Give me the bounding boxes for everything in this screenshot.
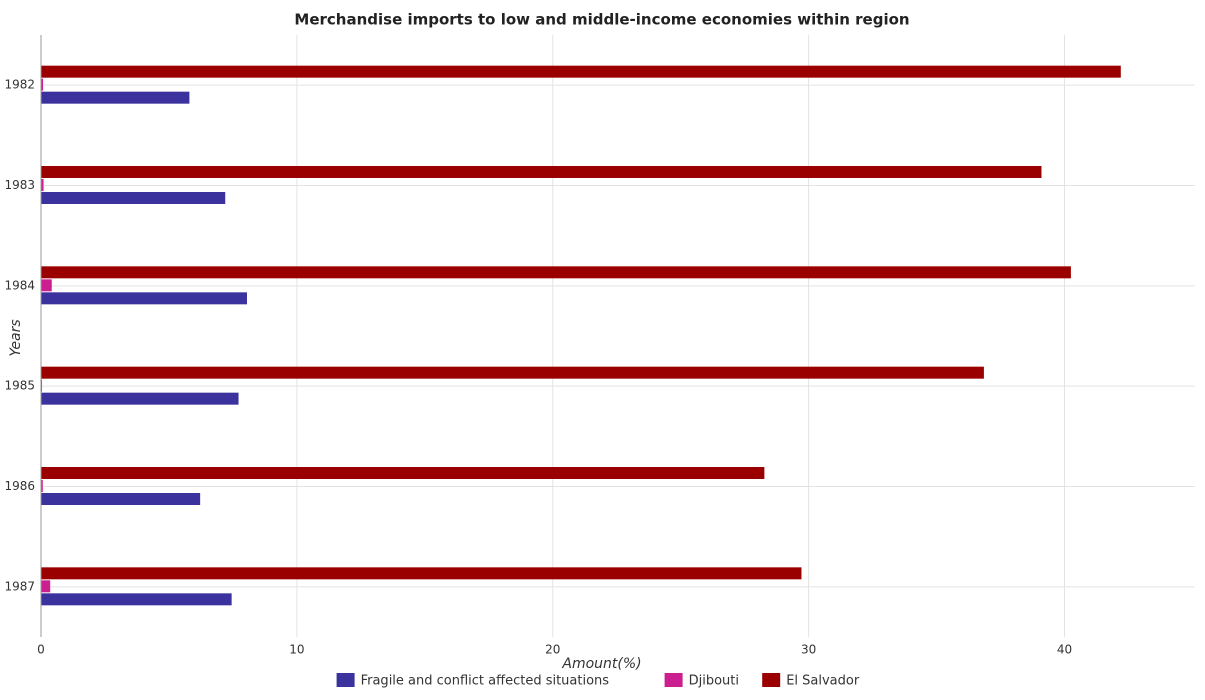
y-axis-label: Years <box>8 319 24 356</box>
bar <box>41 78 44 91</box>
bar <box>41 366 984 379</box>
bar <box>41 567 802 580</box>
bar <box>41 279 52 292</box>
bar <box>41 467 765 479</box>
bar <box>41 179 44 191</box>
y-tick-label: 1984 <box>4 278 35 292</box>
x-tick-label: 40 <box>1057 643 1072 657</box>
bar <box>41 580 51 593</box>
bar <box>41 480 43 492</box>
y-tick-label: 1982 <box>4 78 35 92</box>
y-tick-label: 1986 <box>4 479 35 493</box>
legend-label: Fragile and conflict affected situations <box>361 674 610 689</box>
legend-swatch <box>762 673 781 687</box>
legend-swatch <box>664 673 683 687</box>
bar <box>41 91 190 104</box>
y-tick-label: 1985 <box>4 379 35 393</box>
plot-area <box>41 35 1195 637</box>
legend-swatch <box>336 673 355 687</box>
bar <box>41 65 1121 78</box>
x-tick-label: 10 <box>289 643 304 657</box>
bar <box>41 392 239 405</box>
y-tick-label: 1983 <box>4 178 35 192</box>
bar <box>41 266 1071 279</box>
bar <box>41 292 247 305</box>
bar <box>41 192 226 204</box>
bar <box>41 493 201 505</box>
x-tick-label: 0 <box>37 643 45 657</box>
x-axis-label: Amount(%) <box>561 656 641 672</box>
legend-label: Djibouti <box>689 674 739 689</box>
bar <box>41 379 43 392</box>
bar <box>41 593 232 606</box>
x-tick-label: 20 <box>545 643 560 657</box>
y-tick-label: 1987 <box>4 579 35 593</box>
bar <box>41 166 1042 178</box>
x-tick-label: 30 <box>801 643 816 657</box>
legend-label: El Salvador <box>786 674 860 689</box>
chart-title: Merchandise imports to low and middle-in… <box>294 11 909 29</box>
